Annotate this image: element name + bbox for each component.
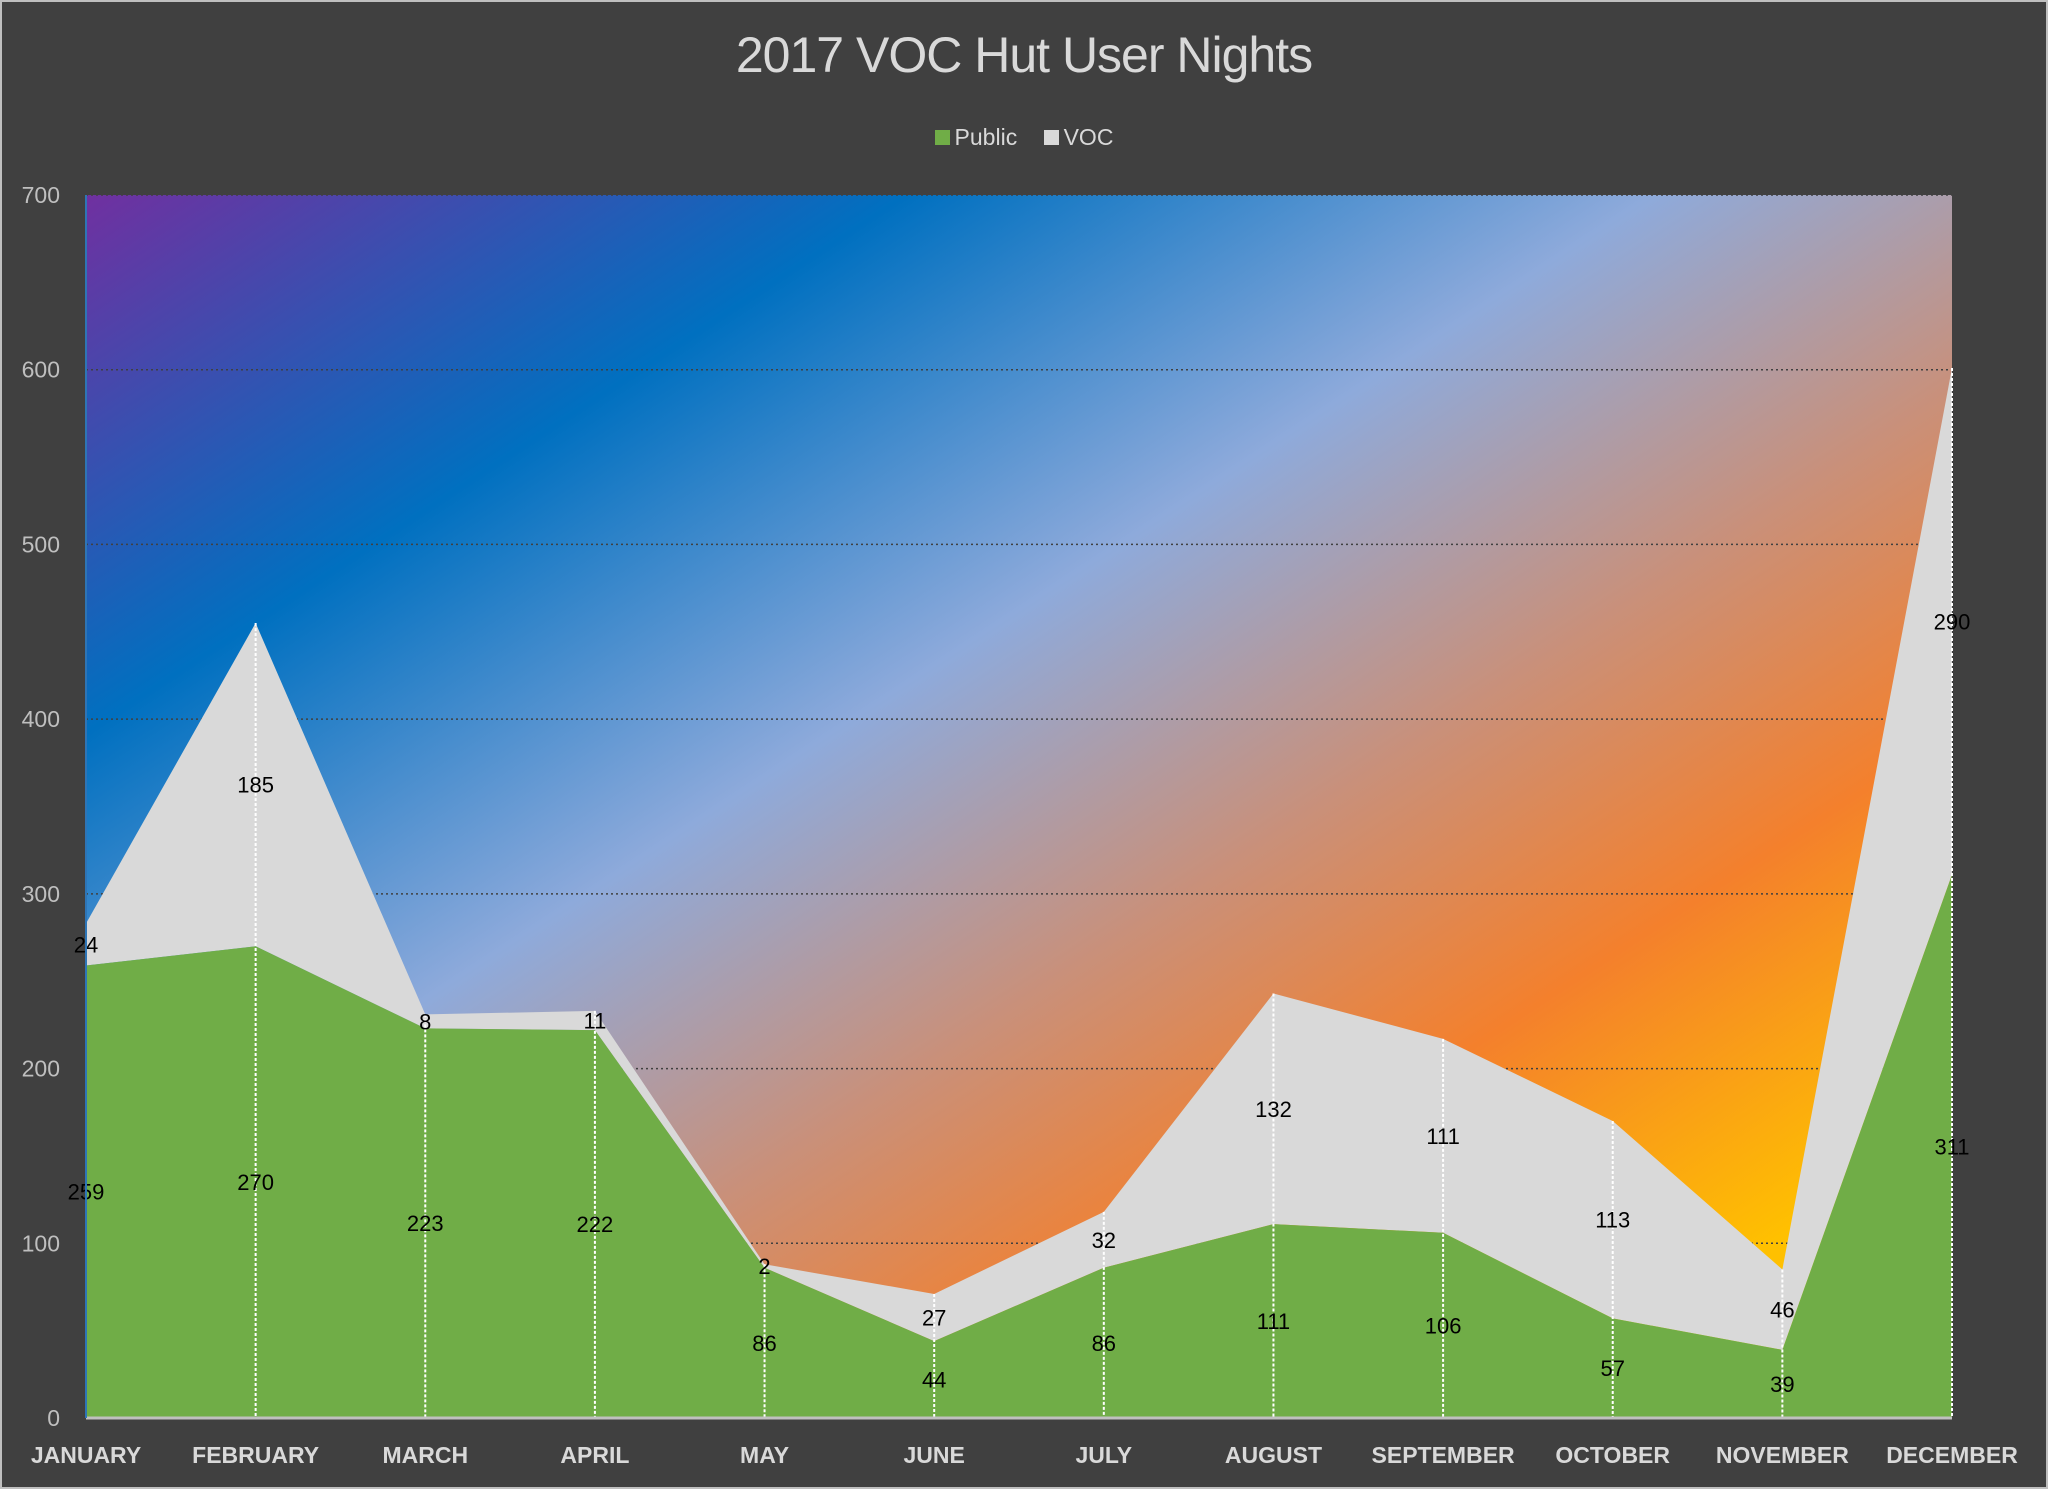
y-tick-label: 600 [22, 357, 60, 383]
y-tick-label: 400 [22, 706, 60, 732]
legend-item-voc: VOC [1043, 124, 1114, 151]
voc-area [86, 367, 1952, 1350]
data-label-public: 86 [1092, 1331, 1116, 1356]
y-tick-label: 500 [22, 531, 60, 557]
legend: Public VOC [0, 124, 2048, 151]
y-tick-label: 700 [22, 182, 60, 208]
data-label-public: 270 [237, 1170, 274, 1195]
data-label-voc: 132 [1255, 1097, 1292, 1122]
y-tick-label: 100 [22, 1230, 60, 1256]
data-label-public: 311 [1934, 1134, 1969, 1159]
data-label-public: 39 [1770, 1372, 1794, 1397]
y-tick-label: 300 [22, 881, 60, 907]
data-label-voc: 27 [922, 1306, 946, 1331]
legend-label-voc: VOC [1063, 124, 1114, 150]
data-label-voc: 32 [1092, 1228, 1116, 1253]
data-label-public: 86 [752, 1331, 776, 1356]
x-tick-label: SEPTEMBER [1372, 1442, 1516, 1468]
y-tick-label: 0 [47, 1405, 60, 1431]
public-area [86, 874, 1952, 1418]
data-label-public: 44 [922, 1368, 946, 1393]
data-label-voc: 46 [1770, 1298, 1794, 1323]
data-label-voc: 111 [1426, 1124, 1459, 1149]
data-label-voc: 113 [1595, 1208, 1630, 1233]
x-tick-label: DECEMBER [1886, 1442, 2018, 1468]
chart-title: 2017 VOC Hut User Nights [735, 27, 1313, 83]
legend-label-public: Public [954, 124, 1018, 150]
data-label-voc: 185 [237, 773, 274, 798]
x-tick-label: AUGUST [1225, 1442, 1322, 1468]
x-tick-label: NOVEMBER [1716, 1442, 1849, 1468]
x-tick-label: JULY [1075, 1442, 1132, 1468]
data-label-public: 223 [407, 1211, 444, 1236]
data-label-public: 57 [1600, 1356, 1624, 1381]
x-tick-label: JUNE [904, 1442, 965, 1468]
x-tick-label: MAY [740, 1442, 789, 1468]
legend-swatch-voc [1043, 130, 1059, 145]
x-tick-label: JANUARY [31, 1442, 141, 1468]
x-tick-label: OCTOBER [1555, 1442, 1670, 1468]
data-label-public: 106 [1425, 1313, 1462, 1338]
legend-swatch-public [934, 130, 950, 145]
data-label-public: 222 [577, 1212, 614, 1237]
data-label-voc: 290 [1934, 609, 1971, 634]
legend-item-public: Public [934, 124, 1018, 151]
y-tick-label: 200 [22, 1056, 60, 1082]
x-tick-label: APRIL [560, 1442, 629, 1468]
data-label-voc: 8 [419, 1009, 431, 1034]
data-label-public: 111 [1257, 1309, 1290, 1334]
data-label-voc: 2 [758, 1254, 770, 1279]
x-tick-label: FEBRUARY [192, 1442, 319, 1468]
x-tick-label: MARCH [382, 1442, 468, 1468]
data-label-voc: 11 [583, 1009, 606, 1034]
